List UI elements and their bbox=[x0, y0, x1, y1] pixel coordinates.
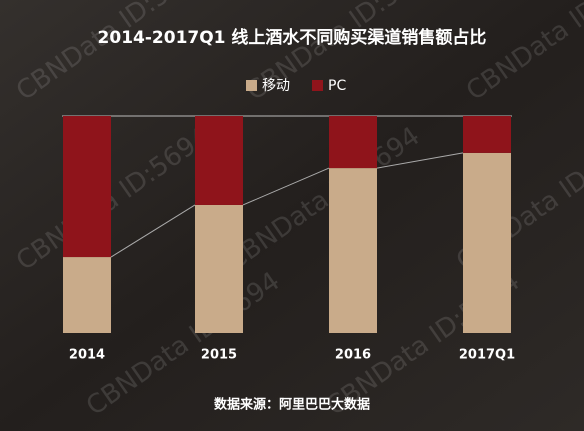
x-tick-label: 2014 bbox=[69, 348, 105, 363]
x-tick-label: 2015 bbox=[201, 348, 237, 363]
bar-segment bbox=[329, 116, 377, 169]
legend: 移动 PC bbox=[246, 78, 346, 94]
bar-segment bbox=[195, 204, 243, 333]
bar-segment bbox=[463, 116, 511, 153]
bar-segment bbox=[63, 116, 111, 258]
legend-label: PC bbox=[328, 78, 346, 94]
bar-segment bbox=[329, 168, 377, 333]
trend-connector bbox=[110, 204, 196, 258]
trend-connector bbox=[376, 152, 464, 169]
chart-title: 2014-2017Q1 线上酒水不同购买渠道销售额占比 bbox=[98, 27, 487, 48]
legend-label: 移动 bbox=[262, 78, 290, 94]
trend-connector bbox=[242, 167, 330, 206]
bar-segment bbox=[63, 257, 111, 333]
x-tick-label: 2016 bbox=[335, 348, 371, 363]
x-tick-label: 2017Q1 bbox=[459, 348, 515, 363]
bar-segment bbox=[195, 116, 243, 205]
source-note: 数据来源：阿里巴巴大数据 bbox=[214, 397, 370, 413]
legend-swatch bbox=[312, 80, 323, 91]
bar-segment bbox=[463, 152, 511, 333]
legend-swatch bbox=[246, 80, 257, 91]
